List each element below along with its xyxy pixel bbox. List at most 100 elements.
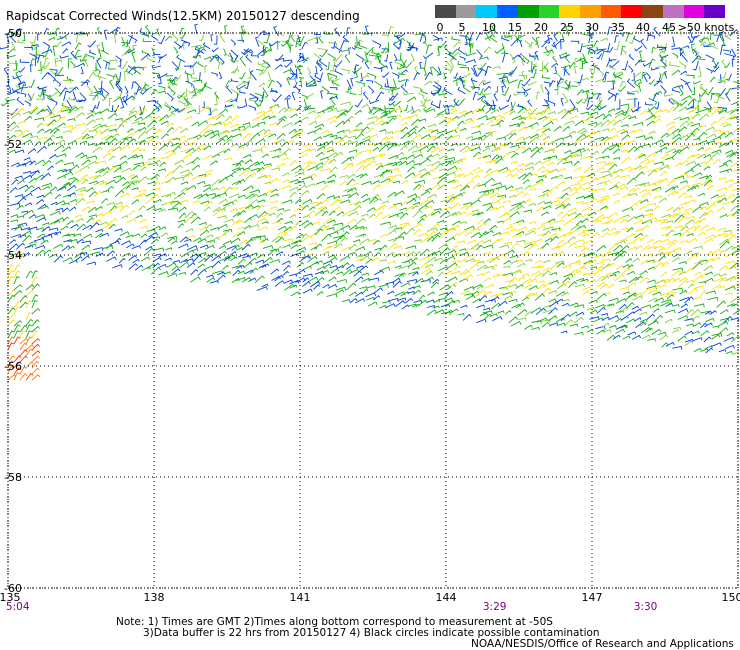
wind-barb (653, 205, 661, 211)
wind-barb (392, 160, 403, 167)
wind-barb (341, 299, 351, 303)
wind-barb (495, 85, 499, 93)
wind-barb (609, 227, 617, 232)
wind-barb (465, 135, 474, 140)
wind-barb (634, 317, 642, 322)
wind-barb (704, 310, 712, 315)
wind-barb (40, 239, 49, 245)
wind-barb (639, 311, 648, 316)
wind-barb (524, 310, 533, 317)
wind-barb (516, 205, 525, 210)
wind-barb (334, 136, 342, 140)
wind-barb (132, 233, 141, 237)
wind-barb (515, 136, 525, 142)
wind-barb (713, 273, 721, 277)
wind-barb (482, 251, 492, 255)
wind-barb (341, 246, 352, 252)
wind-barb (633, 219, 644, 225)
wind-barb (685, 74, 695, 79)
wind-barb (230, 39, 237, 46)
wind-barb (521, 115, 532, 122)
wind-barb (705, 271, 713, 276)
wind-barb (16, 162, 27, 168)
wind-barb (541, 287, 551, 296)
wind-barb (453, 192, 463, 199)
wind-barb (151, 64, 162, 69)
wind-barb (36, 216, 47, 223)
wind-barb (609, 184, 619, 190)
wind-barb (230, 123, 240, 128)
wind-barb (607, 303, 615, 307)
wind-barb (57, 115, 66, 122)
wind-barb (517, 276, 526, 282)
wind-barb (403, 91, 414, 96)
wind-barb (400, 116, 412, 121)
wind-barb (192, 79, 203, 84)
wind-barb (295, 219, 303, 226)
wind-barb (88, 71, 96, 80)
wind-barb (224, 157, 233, 161)
wind-barb (547, 147, 556, 151)
wind-barb (384, 54, 389, 62)
wind-barb (672, 345, 683, 350)
wind-barb (732, 168, 740, 172)
wind-barb (492, 114, 502, 121)
wind-barb (677, 216, 688, 224)
wind-barb (577, 127, 587, 134)
wind-barb (660, 85, 667, 95)
wind-barb (315, 276, 325, 284)
wind-barb (511, 202, 522, 207)
wind-barb (626, 78, 636, 89)
wind-barb (139, 226, 148, 230)
wind-barb (450, 202, 461, 210)
wind-barb (731, 187, 740, 192)
wind-barb (362, 59, 372, 65)
wind-barb (672, 206, 681, 213)
wind-barb (190, 94, 198, 99)
wind-barb (485, 31, 491, 42)
wind-barb (290, 34, 296, 43)
wind-barb (269, 122, 278, 126)
wind-barb (489, 256, 500, 264)
wind-barb (31, 330, 39, 339)
wind-barb (510, 152, 519, 158)
wind-barb (302, 280, 311, 287)
wind-barb (445, 118, 456, 125)
wind-barb (603, 303, 613, 307)
wind-barb (19, 295, 28, 303)
wind-barb (13, 355, 22, 363)
wind-barb (245, 174, 253, 181)
wind-barb (387, 115, 397, 119)
credit-line: NOAA/NESDIS/Office of Research and Appli… (471, 638, 734, 650)
wind-barb (132, 154, 144, 159)
wind-barb (410, 257, 419, 263)
wind-barb (340, 199, 351, 204)
wind-barb (152, 105, 163, 113)
wind-barb (534, 50, 539, 61)
wind-barb (615, 328, 626, 334)
wind-barb (40, 172, 51, 181)
wind-barb (541, 321, 550, 328)
wind-barb (95, 228, 104, 233)
wind-barb (263, 46, 269, 55)
wind-barb (438, 45, 442, 56)
wind-barb (203, 184, 211, 188)
wind-barb (308, 261, 320, 268)
wind-barb (224, 104, 233, 108)
wind-barb (114, 189, 125, 198)
wind-barb (102, 152, 112, 159)
wind-barb (153, 141, 162, 148)
wind-barb (309, 232, 318, 238)
wind-barb (15, 132, 25, 139)
time-label: 5:04 (6, 601, 30, 613)
wind-barb (319, 156, 329, 161)
wind-barb (613, 175, 621, 179)
legend-label: 45 (662, 21, 676, 34)
wind-barb (418, 256, 430, 262)
wind-barb (574, 316, 584, 324)
wind-barb (730, 335, 740, 343)
wind-barb (165, 176, 176, 184)
wind-barb (673, 232, 682, 236)
wind-barb (595, 78, 604, 83)
wind-barb (627, 264, 634, 270)
